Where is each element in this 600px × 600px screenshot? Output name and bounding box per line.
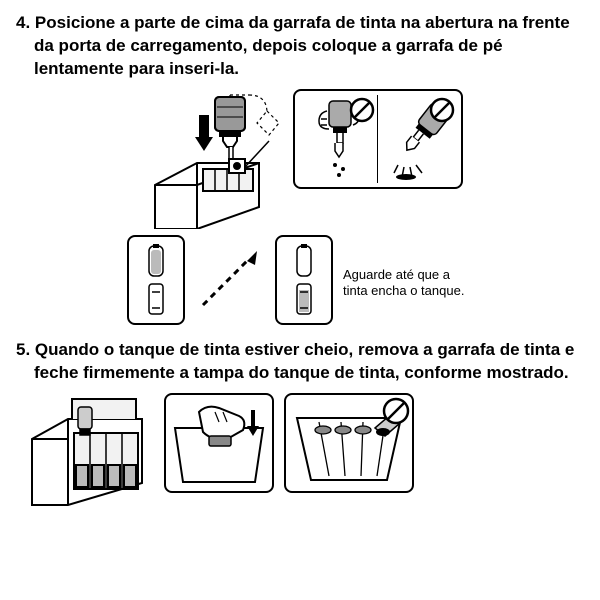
level-full-panel — [275, 235, 333, 325]
insert-bottle-diagram — [137, 89, 287, 229]
tank-empty-icon — [147, 282, 165, 316]
step-5-text: 5. Quando o tanque de tinta estiver chei… — [16, 339, 584, 385]
prohibit-icon — [382, 397, 410, 425]
prohibition-panels — [293, 89, 463, 189]
level-empty-panel — [127, 235, 185, 325]
step-4-number: 4. — [16, 13, 30, 32]
prohibit-tilt — [380, 95, 458, 183]
close-cap-diagram — [169, 398, 269, 488]
step-5-body: Quando o tanque de tinta estiver cheio, … — [34, 340, 574, 382]
step-4-fill-row: Aguarde até que a tinta encha o tanque. — [127, 235, 473, 325]
bottle-full-icon — [147, 244, 165, 278]
fill-arrow-icon — [195, 245, 265, 315]
close-cap-panel — [164, 393, 274, 493]
prohibit-icon — [349, 97, 375, 123]
prohibit-squeeze — [299, 95, 378, 183]
prohibit-cap-open — [284, 393, 414, 493]
step-4-body: Posicione a parte de cima da garrafa de … — [34, 13, 570, 78]
step-5-figures — [16, 393, 584, 508]
step-4-text: 4. Posicione a parte de cima da garrafa … — [16, 12, 584, 81]
remove-bottle-diagram — [24, 393, 154, 508]
tank-full-icon — [295, 282, 313, 316]
prohibit-icon — [429, 97, 455, 123]
step-4-figures: Aguarde até que a tinta encha o tanque. — [16, 89, 584, 325]
wait-caption: Aguarde até que a tinta encha o tanque. — [343, 261, 473, 300]
bottle-empty-icon — [295, 244, 313, 278]
step-5-number: 5. — [16, 340, 30, 359]
step-4-top-row — [137, 89, 463, 229]
